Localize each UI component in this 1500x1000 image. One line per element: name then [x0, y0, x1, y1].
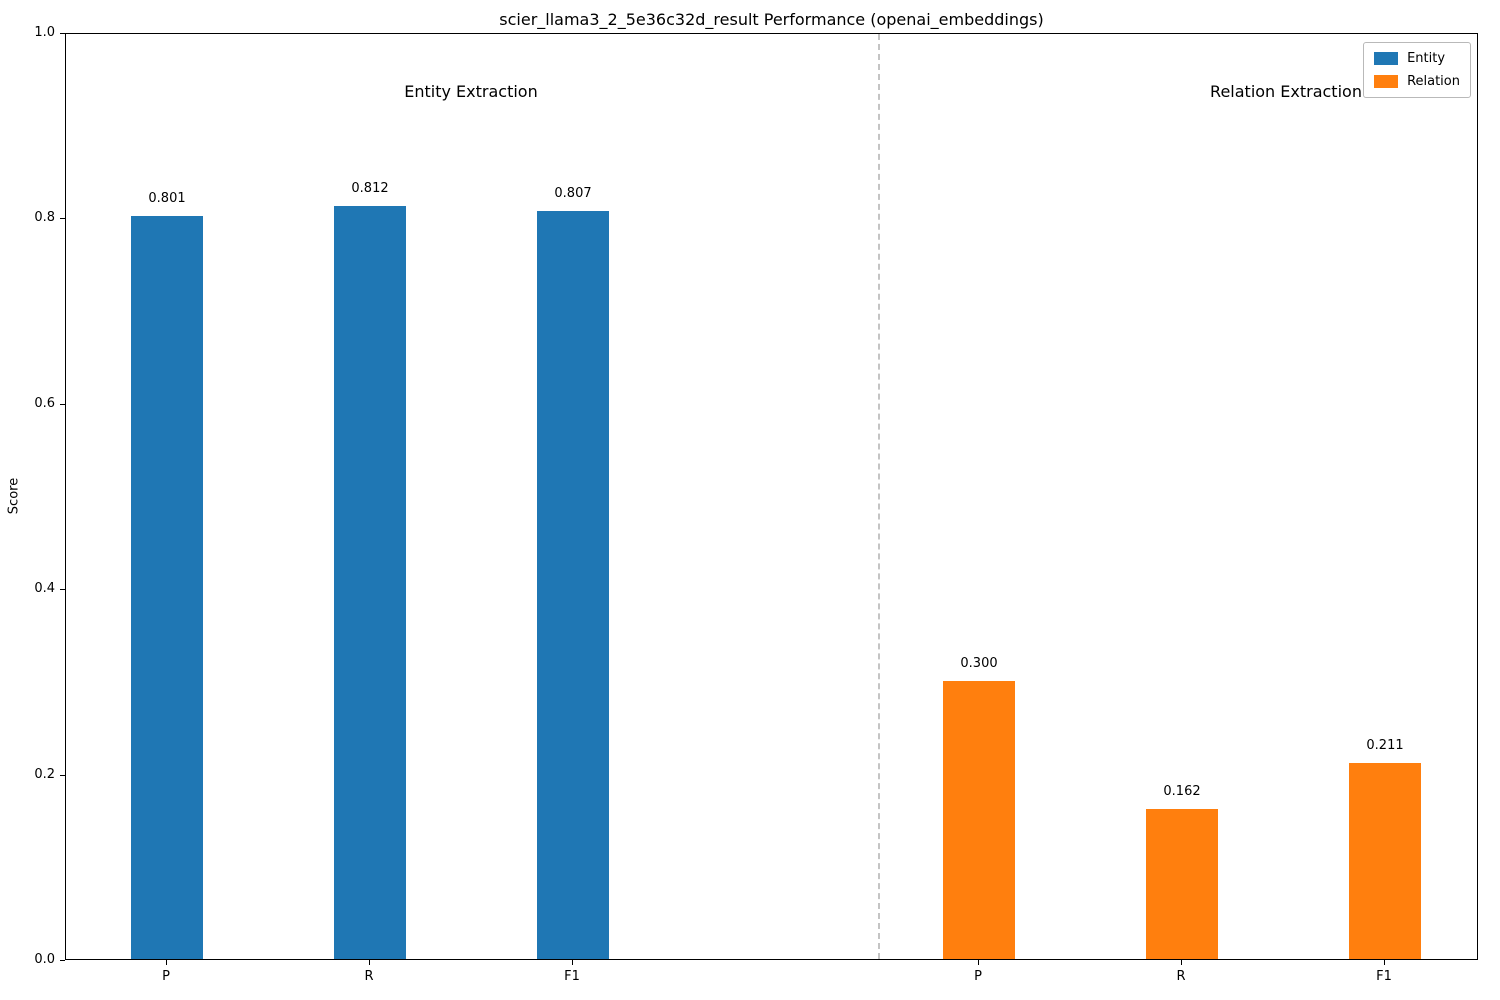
x-tick-mark — [572, 960, 573, 965]
y-tick-mark — [60, 218, 65, 220]
legend-item-relation: Relation — [1374, 74, 1460, 89]
group-label-relation-extraction: Relation Extraction — [1210, 82, 1362, 101]
chart-title: scier_llama3_2_5e36c32d_result Performan… — [499, 10, 1044, 29]
y-tick-mark — [60, 960, 65, 961]
legend-label-relation: Relation — [1407, 74, 1460, 89]
bar-value-label: 0.801 — [148, 191, 186, 206]
y-tick-label: 0.2 — [34, 766, 55, 782]
y-tick-mark — [60, 589, 65, 591]
bar-relation-f1 — [1349, 763, 1421, 959]
x-tick-label: F1 — [564, 969, 580, 984]
legend: Entity Relation — [1363, 42, 1471, 98]
group-label-entity-extraction: Entity Extraction — [404, 82, 538, 101]
legend-item-entity: Entity — [1374, 51, 1460, 66]
bar-entity-f1 — [537, 211, 609, 959]
y-tick-mark — [60, 403, 65, 405]
x-tick-mark — [166, 960, 167, 965]
bar-value-label: 0.211 — [1366, 738, 1404, 753]
plot-area: Entity Extraction Relation Extraction En… — [65, 33, 1478, 960]
y-axis-label: Score — [6, 477, 22, 515]
bar-value-label: 0.300 — [960, 656, 998, 671]
y-tick-label: 1.0 — [34, 25, 55, 40]
bar-value-label: 0.162 — [1163, 784, 1201, 799]
group-separator-line — [878, 34, 880, 959]
legend-label-entity: Entity — [1407, 51, 1446, 66]
x-tick-mark — [1181, 960, 1182, 965]
x-tick-mark — [1384, 960, 1385, 965]
x-tick-label: R — [1176, 969, 1186, 984]
bar-relation-r — [1146, 809, 1218, 959]
y-tick-label: 0.0 — [34, 952, 55, 967]
bar-value-label: 0.807 — [554, 186, 592, 201]
y-tick-mark — [60, 774, 65, 776]
x-tick-label: F1 — [1376, 969, 1392, 984]
y-tick-label: 0.8 — [34, 210, 55, 226]
relation-color-swatch — [1374, 75, 1399, 88]
x-tick-mark — [978, 960, 979, 965]
entity-color-swatch — [1374, 52, 1399, 65]
x-tick-mark — [369, 960, 370, 965]
x-tick-label: R — [364, 969, 374, 984]
bar-relation-p — [943, 681, 1015, 959]
x-tick-label: P — [162, 969, 170, 984]
y-tick-label: 0.4 — [34, 581, 55, 597]
bar-entity-r — [334, 206, 406, 959]
y-tick-mark — [60, 33, 65, 34]
y-tick-label: 0.6 — [34, 395, 55, 411]
x-tick-label: P — [974, 969, 982, 984]
bar-entity-p — [131, 216, 203, 959]
bar-value-label: 0.812 — [351, 181, 389, 196]
